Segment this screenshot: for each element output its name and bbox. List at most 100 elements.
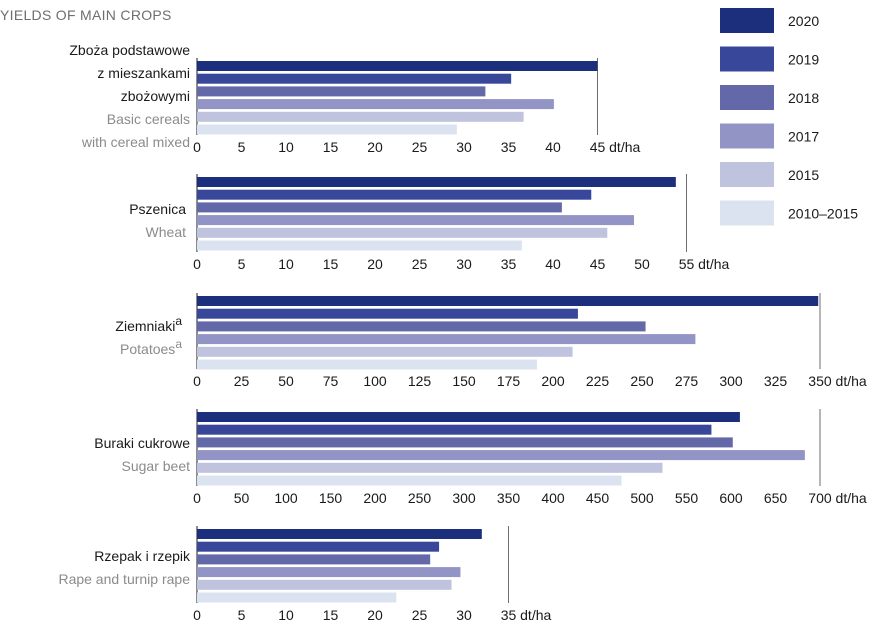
tick-label: 5 [238,139,246,155]
tick-label: 225 [586,373,610,389]
category-label: Buraki cukrowe [94,435,190,451]
tick-label: 650 [764,490,788,506]
chart-panel: 0 50 100 150 200 250 300 350 400 450 500 550 600 650 7… [94,409,867,506]
tick-label: 600 [719,490,743,506]
tick-label: 25 [234,373,250,389]
tick-label: 175 [497,373,521,389]
bar [197,177,676,187]
bar [197,412,740,422]
tick-label: 0 [193,373,201,389]
legend-label: 2018 [788,90,819,106]
tick-label: 45 dt/ha [590,139,641,155]
tick-label: 5 [238,607,246,623]
bar [197,202,562,213]
tick-label: 55 dt/ha [679,256,730,272]
tick-label: 35 dt/ha [501,607,552,623]
tick-label: 5 [238,256,246,272]
bar [197,554,431,565]
tick-label: 700 dt/ha [808,490,867,506]
legend: 2020 2019 2018 2017 2015 2010–2015 [720,8,858,226]
tick-label: 75 [323,373,339,389]
chart-panel: 0 5 10 15 20 25 30 35 40 45 dt/ha Zboża podstawowe… [69,42,640,155]
legend-label: 2017 [788,129,819,145]
bar [197,99,554,110]
tick-label: 20 [367,256,383,272]
tick-label: 250 [630,373,654,389]
bar [197,189,592,200]
bar [197,424,712,435]
tick-label: 125 [408,373,432,389]
tick-label: 50 [278,373,294,389]
bar [197,215,634,226]
bar [197,86,486,97]
tick-label: 25 [412,607,428,623]
tick-label: 35 [501,256,517,272]
tick-label: 300 [719,373,743,389]
bar [197,124,457,135]
chart-panels: 0 5 10 15 20 25 30 35 40 45 dt/ha Zboża podstawowe… [58,42,866,623]
tick-label: 0 [193,256,201,272]
tick-label: 150 [319,490,343,506]
tick-label: 10 [278,256,294,272]
category-label: Rzepak i rzepik [94,548,191,564]
tick-label: 45 [590,256,606,272]
bar [197,308,578,319]
legend-swatch [720,123,774,149]
bar [197,462,663,473]
tick-label: 20 [367,607,383,623]
category-label: z mieszankami [97,65,190,81]
chart-title: YIELDS OF MAIN CROPS [0,7,172,23]
tick-label: 0 [193,139,201,155]
bar [197,61,598,71]
tick-label: 350 [497,490,521,506]
category-label: zbożowymi [121,88,190,104]
category-label-en: Basic cereals [107,111,190,127]
tick-label: 30 [456,139,472,155]
legend-label: 2010–2015 [788,206,858,222]
bar [197,334,696,345]
bar [197,111,524,122]
bar [197,321,646,332]
chart-panel: 0 25 50 75 100 125 150 175 200 225 250 275 300 325 350… [115,293,867,389]
tick-label: 325 [764,373,788,389]
category-label-en: Rape and turnip rape [58,571,190,587]
category-label-en: Potatoesa [120,337,182,357]
tick-label: 10 [278,607,294,623]
tick-label: 200 [363,490,387,506]
tick-label: 0 [193,490,201,506]
tick-label: 0 [193,607,201,623]
tick-label: 50 [634,256,650,272]
bar [197,579,452,590]
legend-swatch [720,85,774,110]
legend-label: 2020 [788,13,819,29]
category-label-en: Sugar beet [122,458,191,474]
legend-label: 2019 [788,52,819,68]
chart-panel: 0 5 10 15 20 25 30 35 40 45 50 55 dt/ha Pszenica Whea… [129,174,730,272]
footnote-mark: a [175,337,182,351]
bar [197,529,482,539]
legend-swatch [720,8,774,33]
category-label-en: Wheat [146,224,187,240]
category-label-en: with cereal mixed [81,134,190,150]
tick-label: 15 [323,607,339,623]
bar [197,437,733,448]
bar [197,73,512,84]
tick-label: 350 dt/ha [808,373,867,389]
tick-label: 250 [408,490,432,506]
bar [197,592,397,603]
tick-label: 40 [545,139,561,155]
tick-label: 25 [412,139,428,155]
tick-label: 300 [452,490,476,506]
tick-label: 35 [501,139,517,155]
tick-label: 550 [675,490,699,506]
legend-swatch [720,200,774,226]
tick-label: 200 [541,373,565,389]
tick-label: 10 [278,139,294,155]
tick-label: 50 [234,490,250,506]
bar [197,450,805,461]
tick-label: 30 [456,607,472,623]
category-label: Pszenica [129,201,186,217]
category-label: Ziemniakia [115,314,182,334]
tick-label: 450 [586,490,610,506]
